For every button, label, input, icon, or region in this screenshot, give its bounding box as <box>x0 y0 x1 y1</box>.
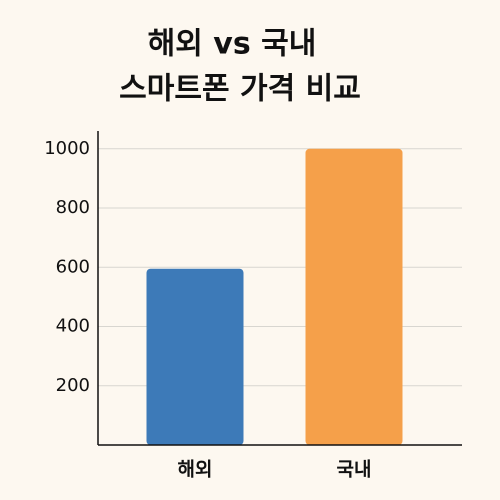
y-tick-label: 600 <box>56 256 90 277</box>
y-tick-label: 800 <box>56 197 90 218</box>
chart-title: 스마트폰 가격 비교 <box>119 72 361 107</box>
chart-title: 해외 vs 국내 <box>148 27 317 62</box>
x-tick-label: 국내 <box>337 459 372 481</box>
y-tick-label: 1000 <box>44 138 90 159</box>
y-tick-label: 400 <box>56 316 90 337</box>
x-tick-label: 해외 <box>178 459 213 481</box>
y-tick-label: 200 <box>56 375 90 396</box>
bar <box>305 148 403 445</box>
bar <box>146 268 244 445</box>
